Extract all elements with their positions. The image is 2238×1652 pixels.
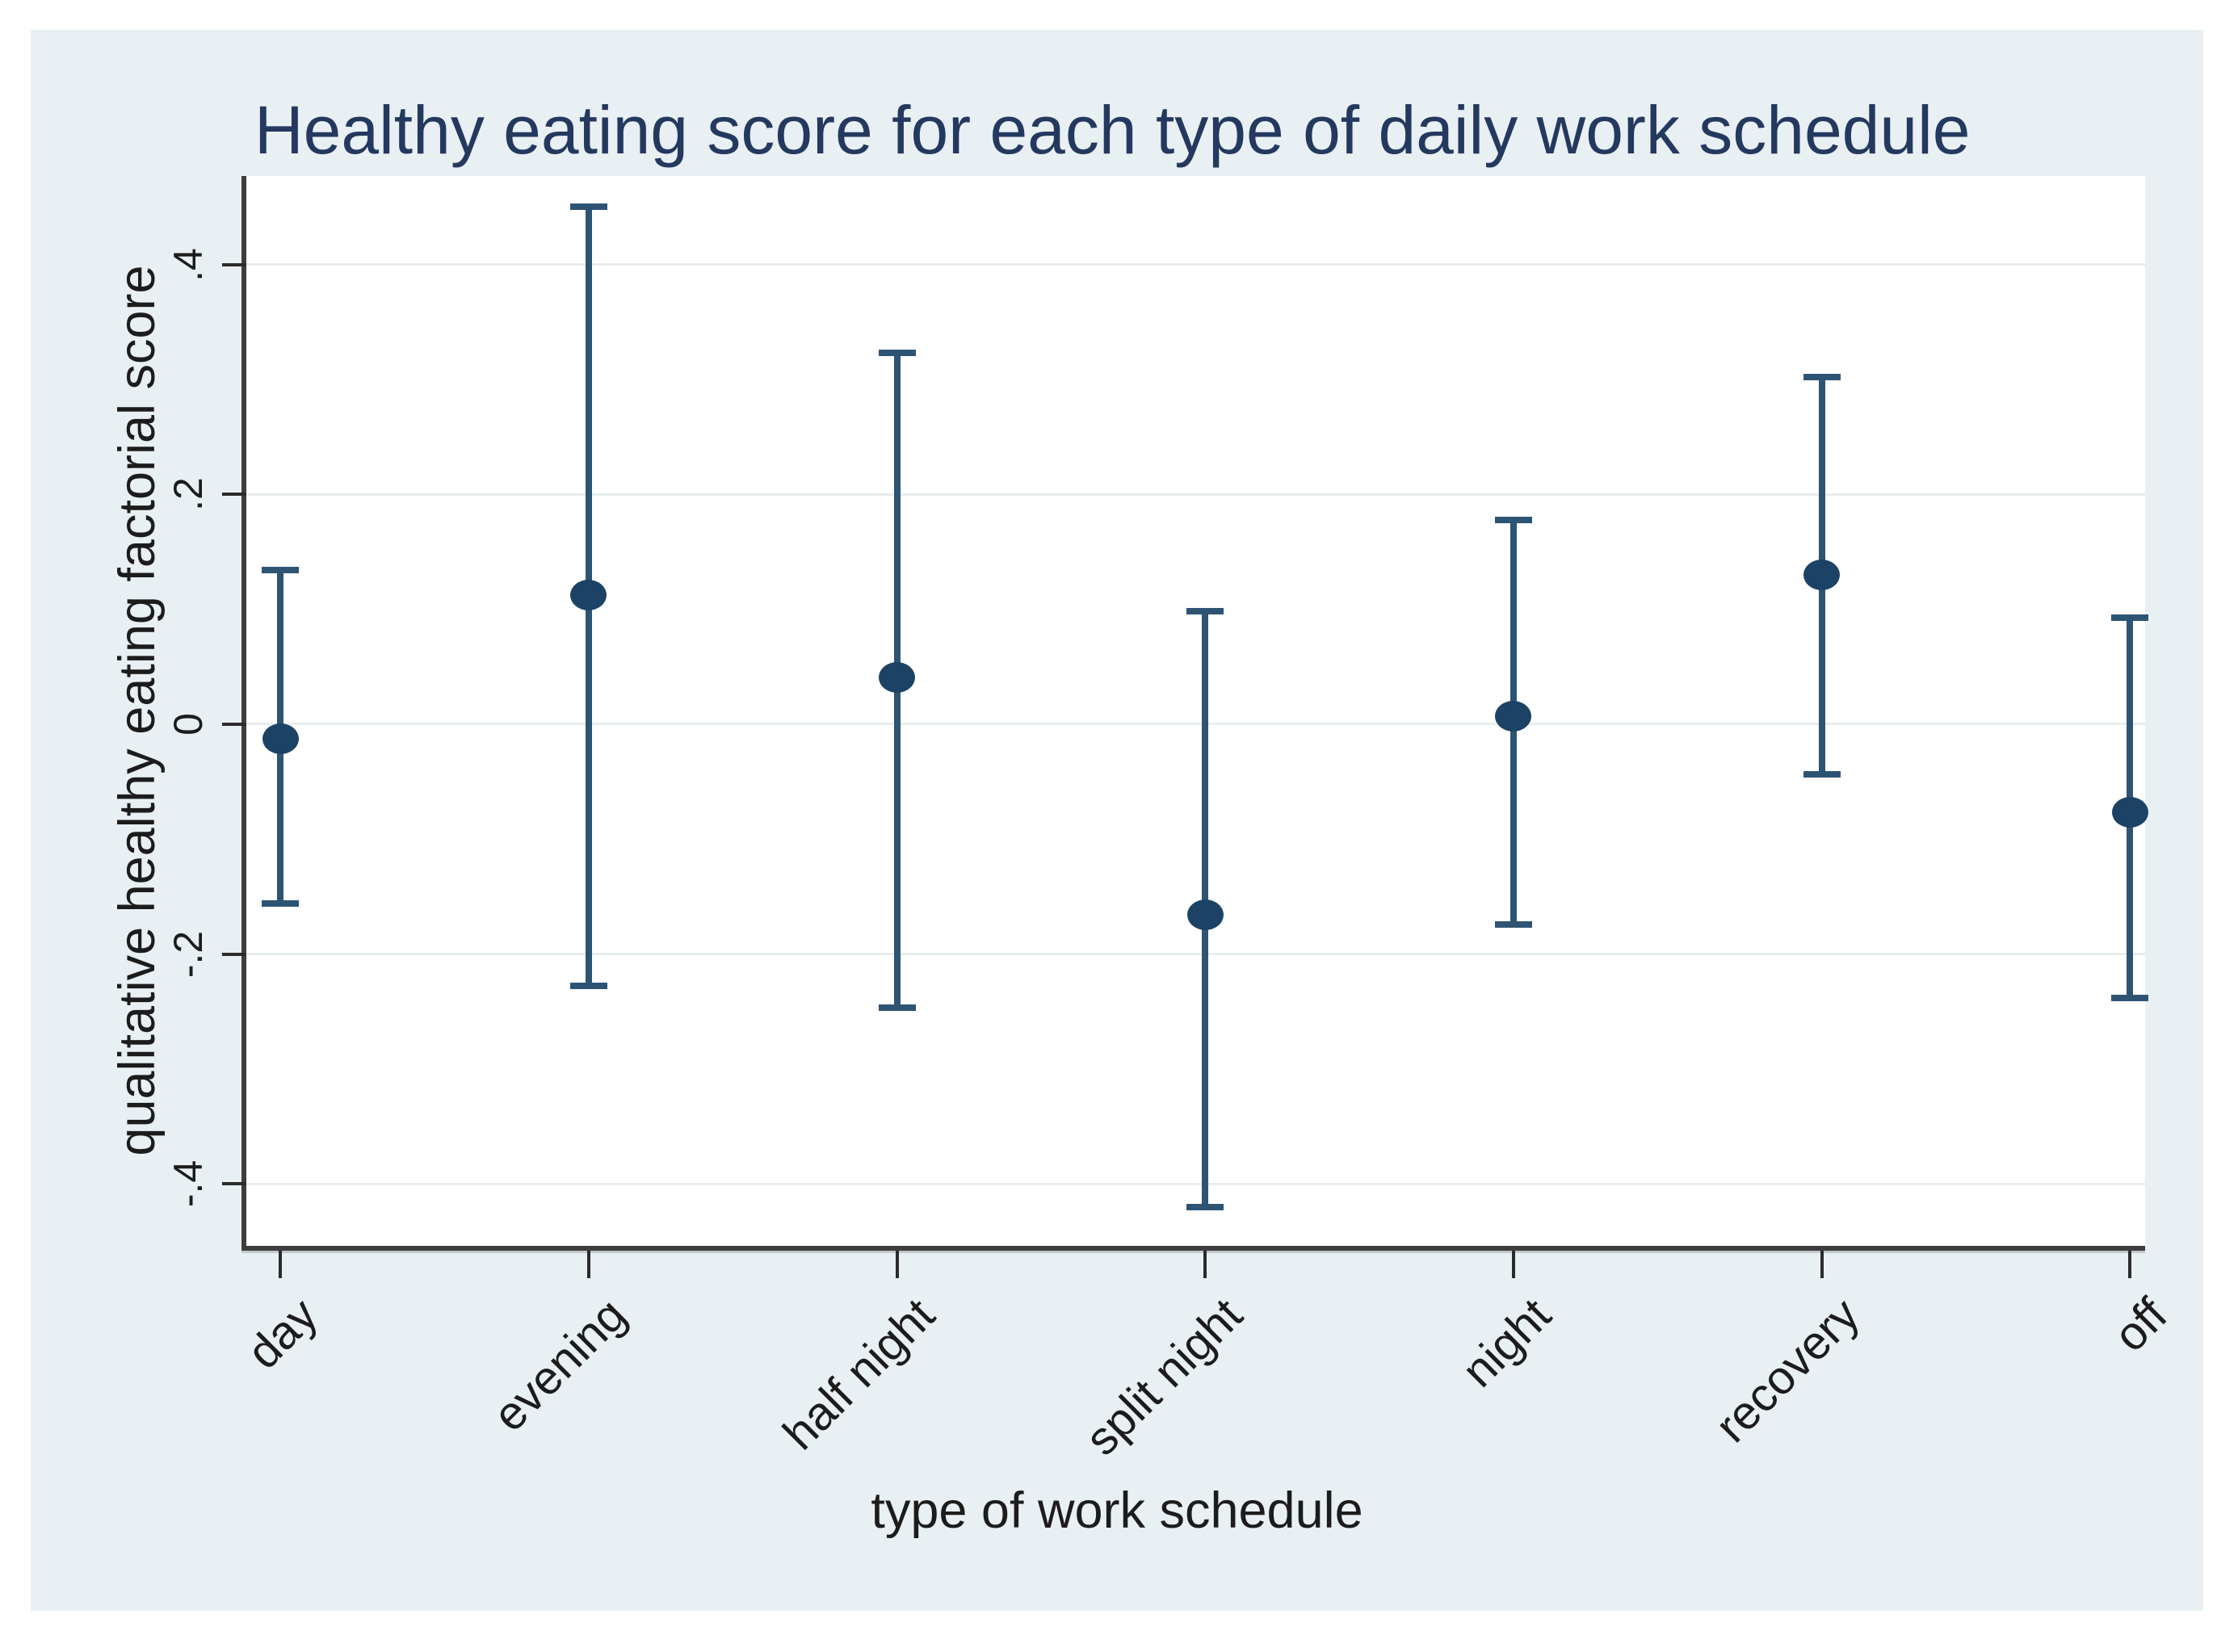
- x-tick: [2128, 1251, 2132, 1278]
- ci-cap-bottom: [569, 983, 607, 990]
- ci-cap-bottom: [262, 899, 300, 907]
- y-gridline: [246, 723, 2145, 726]
- point-marker: [1495, 700, 1532, 732]
- x-tick-label: half night: [772, 1288, 945, 1461]
- x-tick-label: evening: [483, 1288, 636, 1442]
- ci-cap-bottom: [878, 1004, 916, 1012]
- x-tick-label: split night: [1075, 1288, 1253, 1465]
- y-tick: [222, 493, 246, 497]
- x-tick-label: off: [2104, 1288, 2177, 1362]
- y-tick-label: 0: [166, 712, 211, 736]
- x-tick: [279, 1251, 283, 1278]
- point-marker: [1186, 899, 1224, 931]
- x-tick: [1820, 1251, 1824, 1278]
- y-tick-label: -.2: [166, 930, 211, 978]
- point-marker: [879, 661, 916, 693]
- ci-cap-top: [2111, 614, 2149, 621]
- ci-cap-top: [262, 567, 300, 574]
- x-tick: [895, 1251, 899, 1278]
- chart-title: Healthy eating score for each type of da…: [254, 92, 1971, 168]
- x-tick-label: day: [237, 1288, 328, 1379]
- y-tick-label: .4: [166, 247, 211, 282]
- ci-cap-bottom: [2111, 994, 2149, 1001]
- y-axis-line: [241, 176, 246, 1251]
- ci-cap-top: [1186, 608, 1224, 615]
- x-axis-line: [241, 1246, 2145, 1251]
- point-marker: [2111, 797, 2148, 828]
- y-gridline: [246, 493, 2145, 496]
- ci-cap-top: [878, 350, 916, 357]
- y-tick: [222, 1182, 246, 1186]
- x-tick: [586, 1251, 590, 1278]
- x-tick: [1203, 1251, 1207, 1278]
- y-tick: [222, 722, 246, 726]
- y-gridline: [246, 1182, 2145, 1185]
- ci-cap-bottom: [1803, 771, 1841, 778]
- ci-cap-top: [569, 203, 607, 211]
- y-tick-label: .2: [166, 477, 211, 512]
- y-gridline: [246, 263, 2145, 266]
- x-axis-title: type of work schedule: [871, 1482, 1363, 1539]
- point-marker: [570, 580, 607, 611]
- x-tick-label: recovery: [1704, 1288, 1870, 1453]
- x-tick: [1511, 1251, 1515, 1278]
- y-axis-title: qualitative healthy eating factorial sco…: [109, 265, 166, 1156]
- plot-area: .4 .2 0 -.2 -.4 day evening half night split nig…: [166, 176, 2177, 1465]
- y-tick-label: -.4: [166, 1159, 211, 1208]
- y-tick: [222, 262, 246, 266]
- x-axis-shadow: [241, 1251, 2145, 1253]
- ci-cap-bottom: [1494, 920, 1532, 928]
- x-tick-label: night: [1451, 1288, 1561, 1398]
- y-tick: [222, 952, 246, 956]
- y-gridline: [246, 953, 2145, 955]
- point-marker: [262, 723, 299, 755]
- ci-cap-top: [1803, 374, 1841, 381]
- point-marker: [1803, 559, 1841, 590]
- chart-panel: Healthy eating score for each type of da…: [31, 30, 2203, 1611]
- ci-cap-bottom: [1186, 1203, 1224, 1210]
- ci-cap-top: [1494, 516, 1532, 523]
